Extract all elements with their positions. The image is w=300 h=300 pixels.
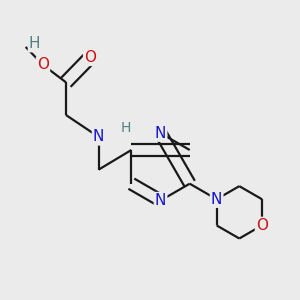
Text: O: O — [256, 218, 268, 233]
Text: H: H — [29, 36, 40, 51]
Text: O: O — [84, 50, 96, 65]
Text: O: O — [37, 57, 49, 72]
Text: N: N — [211, 192, 222, 207]
Text: N: N — [93, 129, 104, 144]
Text: H: H — [121, 121, 131, 135]
Text: N: N — [155, 193, 166, 208]
Text: N: N — [155, 126, 166, 141]
